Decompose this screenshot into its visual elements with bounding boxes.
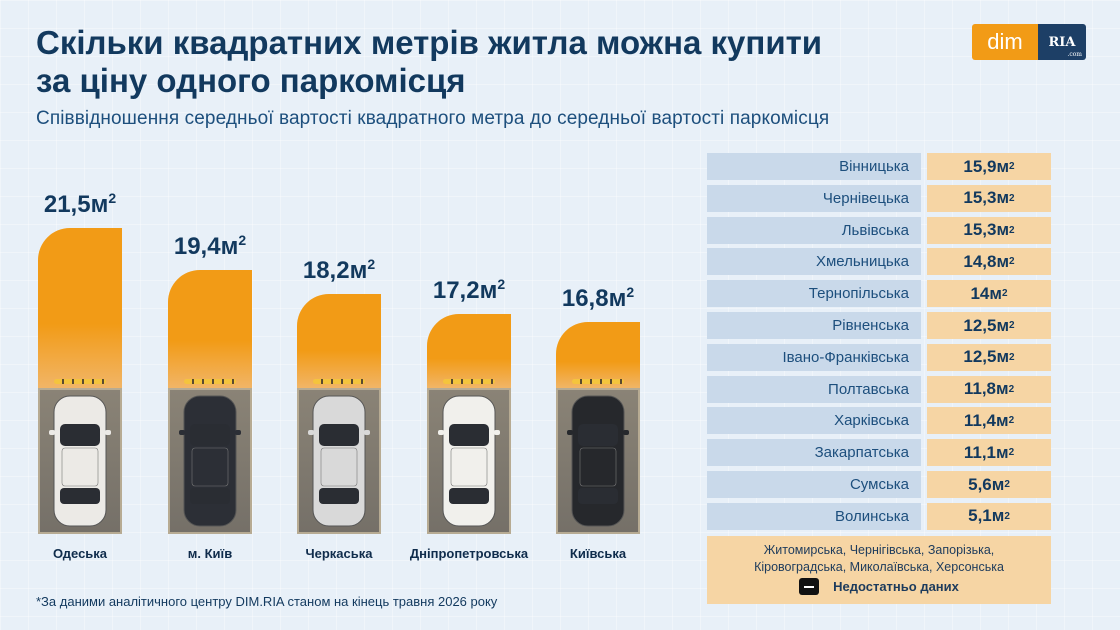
region-value: 15,3м 2 (927, 184, 1051, 212)
region-value: 14м 2 (927, 280, 1051, 308)
region-row: Полтавська 11,8м 2 (707, 375, 1051, 403)
parking-lights (184, 379, 236, 384)
region-name: Івано-Франківська (707, 343, 921, 371)
region-name: Закарпатська (707, 439, 921, 467)
parking-bay (427, 388, 511, 534)
region-row: Волинська 5,1м 2 (707, 502, 1051, 530)
title-line-1: Скільки квадратних метрів житла можна ку… (36, 24, 823, 61)
region-row: Хмельницька 14,8м 2 (707, 248, 1051, 276)
bar (297, 294, 381, 388)
region-name: Волинська (707, 502, 921, 530)
region-row: Рівненська 12,5м 2 (707, 312, 1051, 339)
parking-bay (556, 388, 640, 534)
no-data-regions-line-1: Житомирська, Чернігівська, Запорізька, (763, 543, 995, 557)
region-value: 11,8м 2 (927, 375, 1051, 403)
car-icon (567, 395, 629, 527)
region-name: Вінницька (707, 153, 921, 180)
region-value: 12,5м 2 (927, 312, 1051, 339)
region-value: 15,9м 2 (927, 153, 1051, 180)
no-data-regions-line-2: Кіровоградська, Миколаївська, Херсонська (754, 560, 1004, 574)
region-name: Сумська (707, 471, 921, 498)
region-value: 11,1м 2 (927, 439, 1051, 467)
logo-dim: dim (972, 24, 1038, 60)
bar-value-label: 18,2м2 (302, 256, 376, 284)
region-row: Вінницька 15,9м 2 (707, 153, 1051, 180)
page-subtitle: Співвідношення середньої вартості квадра… (36, 108, 830, 129)
bar-value-label: 17,2м2 (432, 276, 506, 304)
region-value: 12,5м 2 (927, 343, 1051, 371)
region-value: 14,8м 2 (927, 248, 1051, 276)
footnote: *За даними аналітичного центру DIM.RIA с… (36, 594, 498, 609)
no-data-legend: Недостатньо даних (707, 578, 1051, 595)
no-data-legend-label: Недостатньо даних (833, 579, 959, 594)
parking-bay (168, 388, 252, 534)
no-data-box: Житомирська, Чернігівська, Запорізька, К… (707, 536, 1051, 604)
region-name: Чернівецька (707, 184, 921, 212)
bar-category-label: Київська (569, 546, 627, 561)
region-row: Харківська 11,4м 2 (707, 407, 1051, 435)
region-value: 5,6м 2 (927, 471, 1051, 498)
car-icon (308, 395, 370, 527)
region-name: Харківська (707, 407, 921, 435)
title-line-2: за ціну одного паркомісця (36, 62, 466, 99)
bar (168, 270, 252, 388)
parking-lights (572, 379, 624, 384)
bar-category-label: м. Київ (187, 546, 233, 561)
bar-category-label: Черкаська (305, 546, 373, 561)
region-row: Львівська 15,3м 2 (707, 216, 1051, 244)
region-value: 15,3м 2 (927, 216, 1051, 244)
region-row: Закарпатська 11,1м 2 (707, 439, 1051, 467)
parking-lights (54, 379, 106, 384)
car-icon (49, 395, 111, 527)
car-icon (179, 395, 241, 527)
parking-bay (38, 388, 122, 534)
bar-category-label: Дніпропетровська (409, 546, 529, 561)
bar-value-label: 16,8м2 (561, 284, 635, 312)
bar (556, 322, 640, 388)
bar-chart: 21,5м2 Одеська 19,4м2 м. Київ 18,2м2 Черкаськ… (38, 190, 640, 561)
region-row: Івано-Франківська 12,5м 2 (707, 343, 1051, 371)
parking-lights (313, 379, 365, 384)
region-name: Рівненська (707, 312, 921, 339)
car-icon (438, 395, 500, 527)
region-row: Сумська 5,6м 2 (707, 471, 1051, 498)
dim-ria-logo: dim RIA .com (972, 24, 1086, 60)
bar-value-label: 21,5м2 (43, 190, 117, 218)
region-value: 11,4м 2 (927, 407, 1051, 435)
logo-ria-suffix: .com (1067, 51, 1082, 58)
region-row: Тернопільська 14м 2 (707, 280, 1051, 308)
region-name: Хмельницька (707, 248, 921, 276)
region-name: Львівська (707, 216, 921, 244)
region-name: Полтавська (707, 375, 921, 403)
region-value: 5,1м 2 (927, 502, 1051, 530)
bar-category-label: Одеська (52, 546, 108, 561)
region-name: Тернопільська (707, 280, 921, 308)
bar-value-label: 19,4м2 (173, 232, 247, 260)
region-row: Чернівецька 15,3м 2 (707, 184, 1051, 212)
logo-ria-text: RIA (1048, 34, 1076, 50)
parking-lights (443, 379, 495, 384)
no-data-icon (799, 578, 820, 595)
logo-ria: RIA .com (1038, 24, 1086, 60)
page-title: Скільки квадратних метрів житла можна ку… (36, 24, 936, 100)
bar (38, 228, 122, 388)
bar (427, 314, 511, 388)
parking-bay (297, 388, 381, 534)
